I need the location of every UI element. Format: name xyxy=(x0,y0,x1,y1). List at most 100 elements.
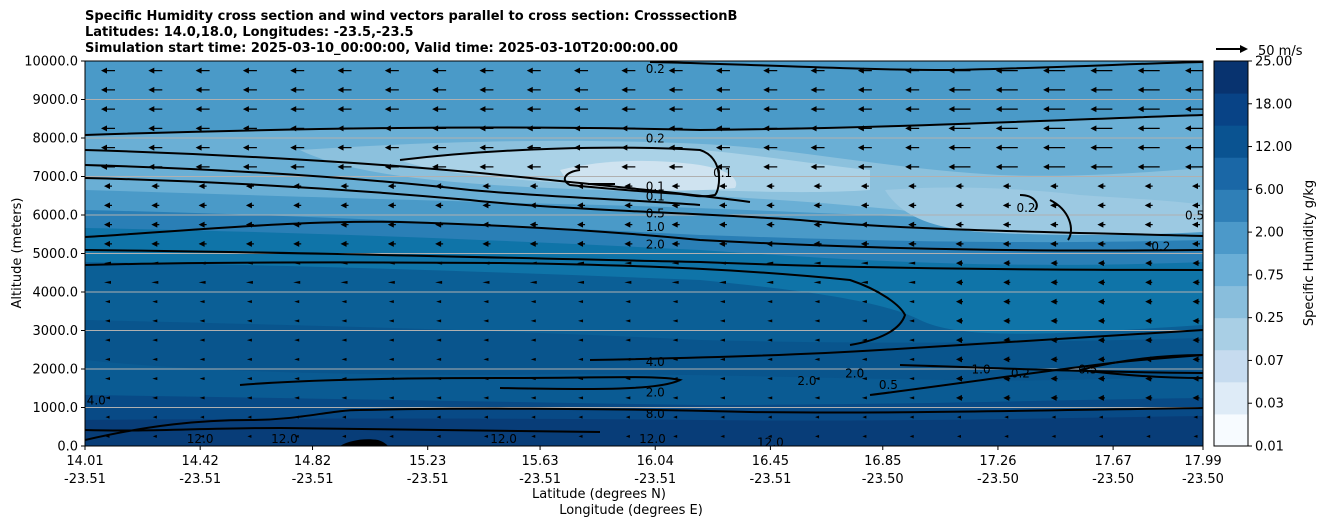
x-tick-label-lon: -23.50 xyxy=(1092,472,1134,487)
wind-arrow-head xyxy=(578,377,584,381)
wind-arrow-head xyxy=(814,357,820,361)
wind-arrow-head xyxy=(1051,415,1056,419)
wind-arrow-head xyxy=(905,86,912,93)
wind-arrow-head xyxy=(578,357,584,361)
wind-arrow-head xyxy=(1050,202,1057,209)
wind-arrow-head xyxy=(905,106,912,113)
wind-arrow-head xyxy=(436,300,442,304)
wind-arrow-head xyxy=(810,144,817,151)
wind-arrow-head xyxy=(908,261,916,265)
wind-arrow-head xyxy=(388,357,394,361)
contour-label: 0.1 xyxy=(646,189,665,203)
wind-arrow-head xyxy=(290,144,297,151)
title-line-3: Simulation start time: 2025-03-10_00:00:… xyxy=(85,41,678,56)
wind-arrow-head xyxy=(246,338,252,342)
wind-arrow-head xyxy=(337,163,344,170)
wind-arrow-head xyxy=(767,300,773,304)
wind-arrow-head xyxy=(148,125,155,132)
wind-arrow-head xyxy=(151,183,158,190)
wind-arrow-head xyxy=(857,67,864,74)
wind-arrow-head xyxy=(625,357,631,361)
wind-arrow-head xyxy=(574,163,581,170)
wind-arrow-head xyxy=(245,280,253,284)
wind-arrow-head xyxy=(294,357,300,361)
wind-arrow-head xyxy=(483,377,489,381)
wind-arrow-head xyxy=(1192,279,1199,286)
wind-arrow-head xyxy=(955,221,962,228)
wind-arrow-head xyxy=(435,221,442,228)
wind-arrow-head xyxy=(436,434,441,438)
wind-arrow-head xyxy=(766,202,773,209)
wind-arrow-head xyxy=(672,319,678,323)
wind-arrow-head xyxy=(529,261,537,265)
wind-arrow-head xyxy=(671,221,678,228)
wind-arrow-head xyxy=(482,240,489,247)
wind-arrow-head xyxy=(104,261,111,265)
wind-arrow-head xyxy=(861,338,867,342)
x-tick-label-lon: -23.50 xyxy=(862,472,904,487)
colorbar-tick-label: 18.00 xyxy=(1255,97,1292,112)
wind-arrow-head xyxy=(671,183,678,190)
wind-arrow-head xyxy=(621,163,628,170)
wind-arrow-head xyxy=(1145,375,1152,382)
wind-arrow-head xyxy=(718,280,726,284)
wind-arrow-head xyxy=(672,338,678,342)
wind-arrow-head xyxy=(763,144,770,151)
contour-label: 0.1 xyxy=(646,180,665,194)
wind-arrow-head xyxy=(1050,394,1057,401)
wind-arrow-head xyxy=(1097,202,1104,209)
wind-arrow-head xyxy=(862,415,867,419)
wind-arrow-head xyxy=(1002,240,1009,247)
wind-arrow-head xyxy=(340,202,347,209)
wind-arrow-head xyxy=(1003,356,1010,363)
wind-arrow-head xyxy=(105,415,110,419)
wind-arrow-head xyxy=(199,396,205,400)
x-tick-label-lat: 17.67 xyxy=(1095,454,1132,469)
wind-arrow-head xyxy=(151,280,159,284)
wind-arrow-head xyxy=(908,240,915,247)
wind-arrow-head xyxy=(341,338,347,342)
wind-arrow-head xyxy=(577,240,584,247)
wind-arrow-head xyxy=(483,357,489,361)
y-tick-label: 8000.0 xyxy=(33,132,79,147)
wind-arrow-head xyxy=(574,106,581,113)
wind-arrow-head xyxy=(1097,298,1104,305)
wind-arrow-head xyxy=(1144,202,1151,209)
wind-vectors xyxy=(101,67,1203,438)
wind-arrow-head xyxy=(1050,298,1057,305)
wind-arrow-head xyxy=(530,300,536,304)
wind-arrow-head xyxy=(1050,260,1057,267)
wind-arrow-head xyxy=(199,357,205,361)
wind-arrow-head xyxy=(861,357,867,361)
wind-arrow-head xyxy=(1137,125,1144,132)
wind-arrow-head xyxy=(1097,394,1104,401)
wind-arrow-head xyxy=(293,280,301,284)
wind-arrow-head xyxy=(1192,298,1199,305)
wind-arrow-head xyxy=(909,415,914,419)
wind-arrow-head xyxy=(529,280,537,284)
wind-arrow-head xyxy=(482,221,489,228)
wind-arrow-head xyxy=(195,125,202,132)
wind-arrow-head xyxy=(388,338,394,342)
wind-arrow-head xyxy=(104,202,110,209)
wind-arrow-head xyxy=(529,183,536,190)
wind-arrow-head xyxy=(948,106,955,113)
wind-arrow-head xyxy=(1193,415,1198,419)
wind-arrow-head xyxy=(1043,163,1050,170)
wind-arrow-head xyxy=(1050,183,1057,190)
contour-label: 2.0 xyxy=(845,366,864,380)
wind-arrow-head xyxy=(341,396,347,400)
wind-arrow-head xyxy=(1090,125,1097,132)
wind-arrow-head xyxy=(435,261,443,265)
wind-arrow-head xyxy=(718,240,725,247)
wind-arrow-head xyxy=(436,396,442,400)
colorbar-segment xyxy=(1214,285,1248,319)
wind-arrow-head xyxy=(766,240,773,247)
wind-arrow-head xyxy=(763,125,770,132)
wind-arrow-head xyxy=(718,183,725,190)
wind-arrow-head xyxy=(199,300,205,304)
wind-arrow-head xyxy=(293,240,300,247)
wind-arrow-head xyxy=(905,163,912,170)
wind-arrow-head xyxy=(767,357,773,361)
